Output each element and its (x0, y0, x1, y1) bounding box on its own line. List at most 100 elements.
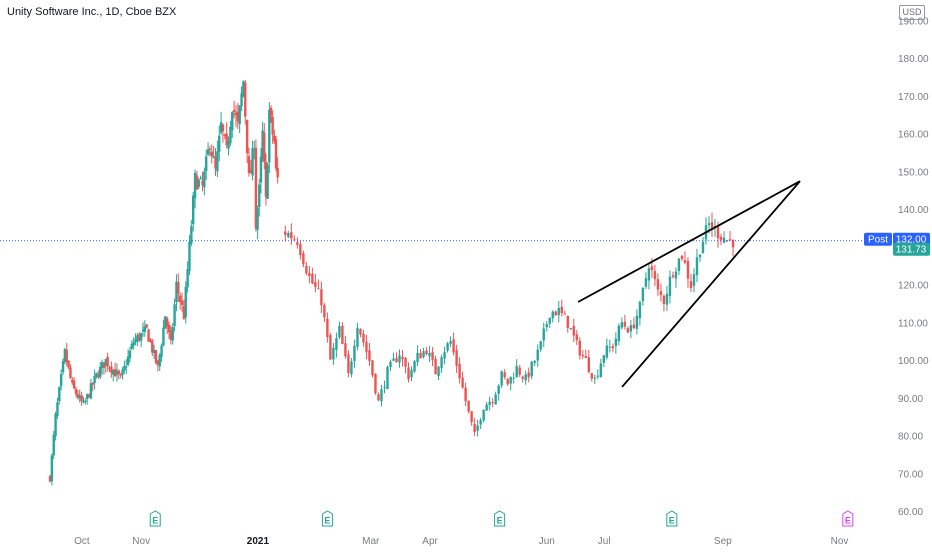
candle-body (158, 354, 161, 367)
candle-body (82, 401, 85, 403)
candle-body (671, 275, 675, 277)
earnings-badge-label: E (845, 516, 851, 526)
candle-body (178, 295, 182, 302)
candle-body (121, 369, 124, 376)
candle-body (518, 367, 521, 375)
price-tick-label: 120.00 (898, 281, 929, 292)
candle-body (662, 295, 666, 304)
candle-body (470, 411, 473, 423)
earnings-badge-label: E (497, 516, 503, 526)
candle-body (623, 321, 627, 327)
candle-body (515, 366, 518, 378)
wedge-upper-line[interactable] (577, 180, 801, 303)
candle-body (641, 287, 645, 302)
candle-body (210, 151, 213, 156)
candle-body (410, 369, 413, 378)
candle-body (512, 377, 515, 379)
candle-body (449, 341, 452, 344)
candle-body (395, 358, 398, 363)
candle-body (380, 389, 383, 402)
candle-body (54, 414, 57, 436)
candle-body (273, 135, 276, 142)
earnings-badge-label: E (669, 516, 675, 526)
candle-body (167, 325, 171, 332)
earnings-event-icon[interactable]: E (666, 510, 678, 527)
candle-body (692, 274, 696, 286)
candle-body (686, 260, 690, 279)
candle-body (216, 151, 219, 172)
time-tick-label: 2021 (247, 536, 270, 547)
candle-body (635, 315, 639, 329)
candle-body (701, 241, 705, 254)
earnings-event-icon[interactable]: E (149, 510, 161, 527)
candle-body (386, 366, 389, 389)
candle-body (119, 374, 122, 376)
candle-body (93, 375, 96, 384)
candle-body (115, 370, 119, 375)
candle-body (205, 156, 208, 171)
candle-body (368, 350, 371, 361)
price-tick-label: 170.00 (898, 92, 929, 103)
candle-body (476, 425, 479, 431)
candle-body (141, 329, 145, 332)
candle-body (97, 374, 100, 378)
price-tick-label: 90.00 (898, 394, 923, 405)
candle-body (530, 361, 533, 377)
candle-body (419, 352, 422, 359)
earnings-event-icon[interactable]: E (842, 510, 854, 527)
candle-body (389, 361, 392, 367)
candle-body (329, 335, 332, 360)
candle-body (353, 345, 356, 362)
candle-body (125, 366, 128, 368)
candle-body (467, 400, 470, 412)
candle-body (446, 343, 449, 351)
earnings-badge-shape (321, 510, 333, 527)
candle-body (398, 355, 401, 363)
candle-body (620, 322, 624, 328)
earnings-event-icon[interactable]: E (494, 510, 506, 527)
candle-body (593, 377, 597, 379)
candle-body (290, 232, 293, 239)
candle-body (63, 349, 67, 362)
price-tick-label: 60.00 (898, 507, 923, 518)
candle-body (542, 328, 545, 341)
candle-body (404, 358, 407, 367)
candle-body (61, 361, 65, 373)
candle-body (261, 130, 264, 159)
candle-body (581, 355, 584, 357)
candle-body (458, 363, 461, 379)
candle-body (171, 327, 174, 341)
candle-body (219, 122, 223, 133)
candle-body (488, 401, 491, 405)
candle-body (74, 389, 78, 395)
candle-body (208, 148, 212, 150)
candle-body (134, 339, 137, 343)
candle-body (256, 208, 259, 230)
candle-body (479, 420, 482, 425)
earnings-badge-shape (666, 510, 678, 527)
candle-body (617, 325, 621, 342)
candle-body (500, 371, 503, 386)
price-tick-label: 160.00 (898, 130, 929, 141)
earnings-event-icon[interactable]: E (321, 510, 333, 527)
candle-body (464, 387, 467, 401)
candle-body (731, 239, 735, 248)
candle-body (206, 149, 210, 155)
candle-body (569, 328, 572, 330)
candle-body (434, 359, 437, 375)
currency-button[interactable]: USD (899, 5, 925, 20)
candle-body (254, 147, 258, 229)
candle-body (482, 409, 485, 421)
candle-body (545, 323, 548, 328)
candle-body (524, 374, 527, 381)
candle-body (359, 328, 362, 335)
candle-body (317, 288, 320, 290)
earnings-badge-shape (149, 510, 161, 527)
candle-body (240, 93, 243, 107)
price-tick-label: 150.00 (898, 167, 929, 178)
wedge-lower-line[interactable] (621, 180, 801, 388)
candle-body (162, 327, 165, 346)
